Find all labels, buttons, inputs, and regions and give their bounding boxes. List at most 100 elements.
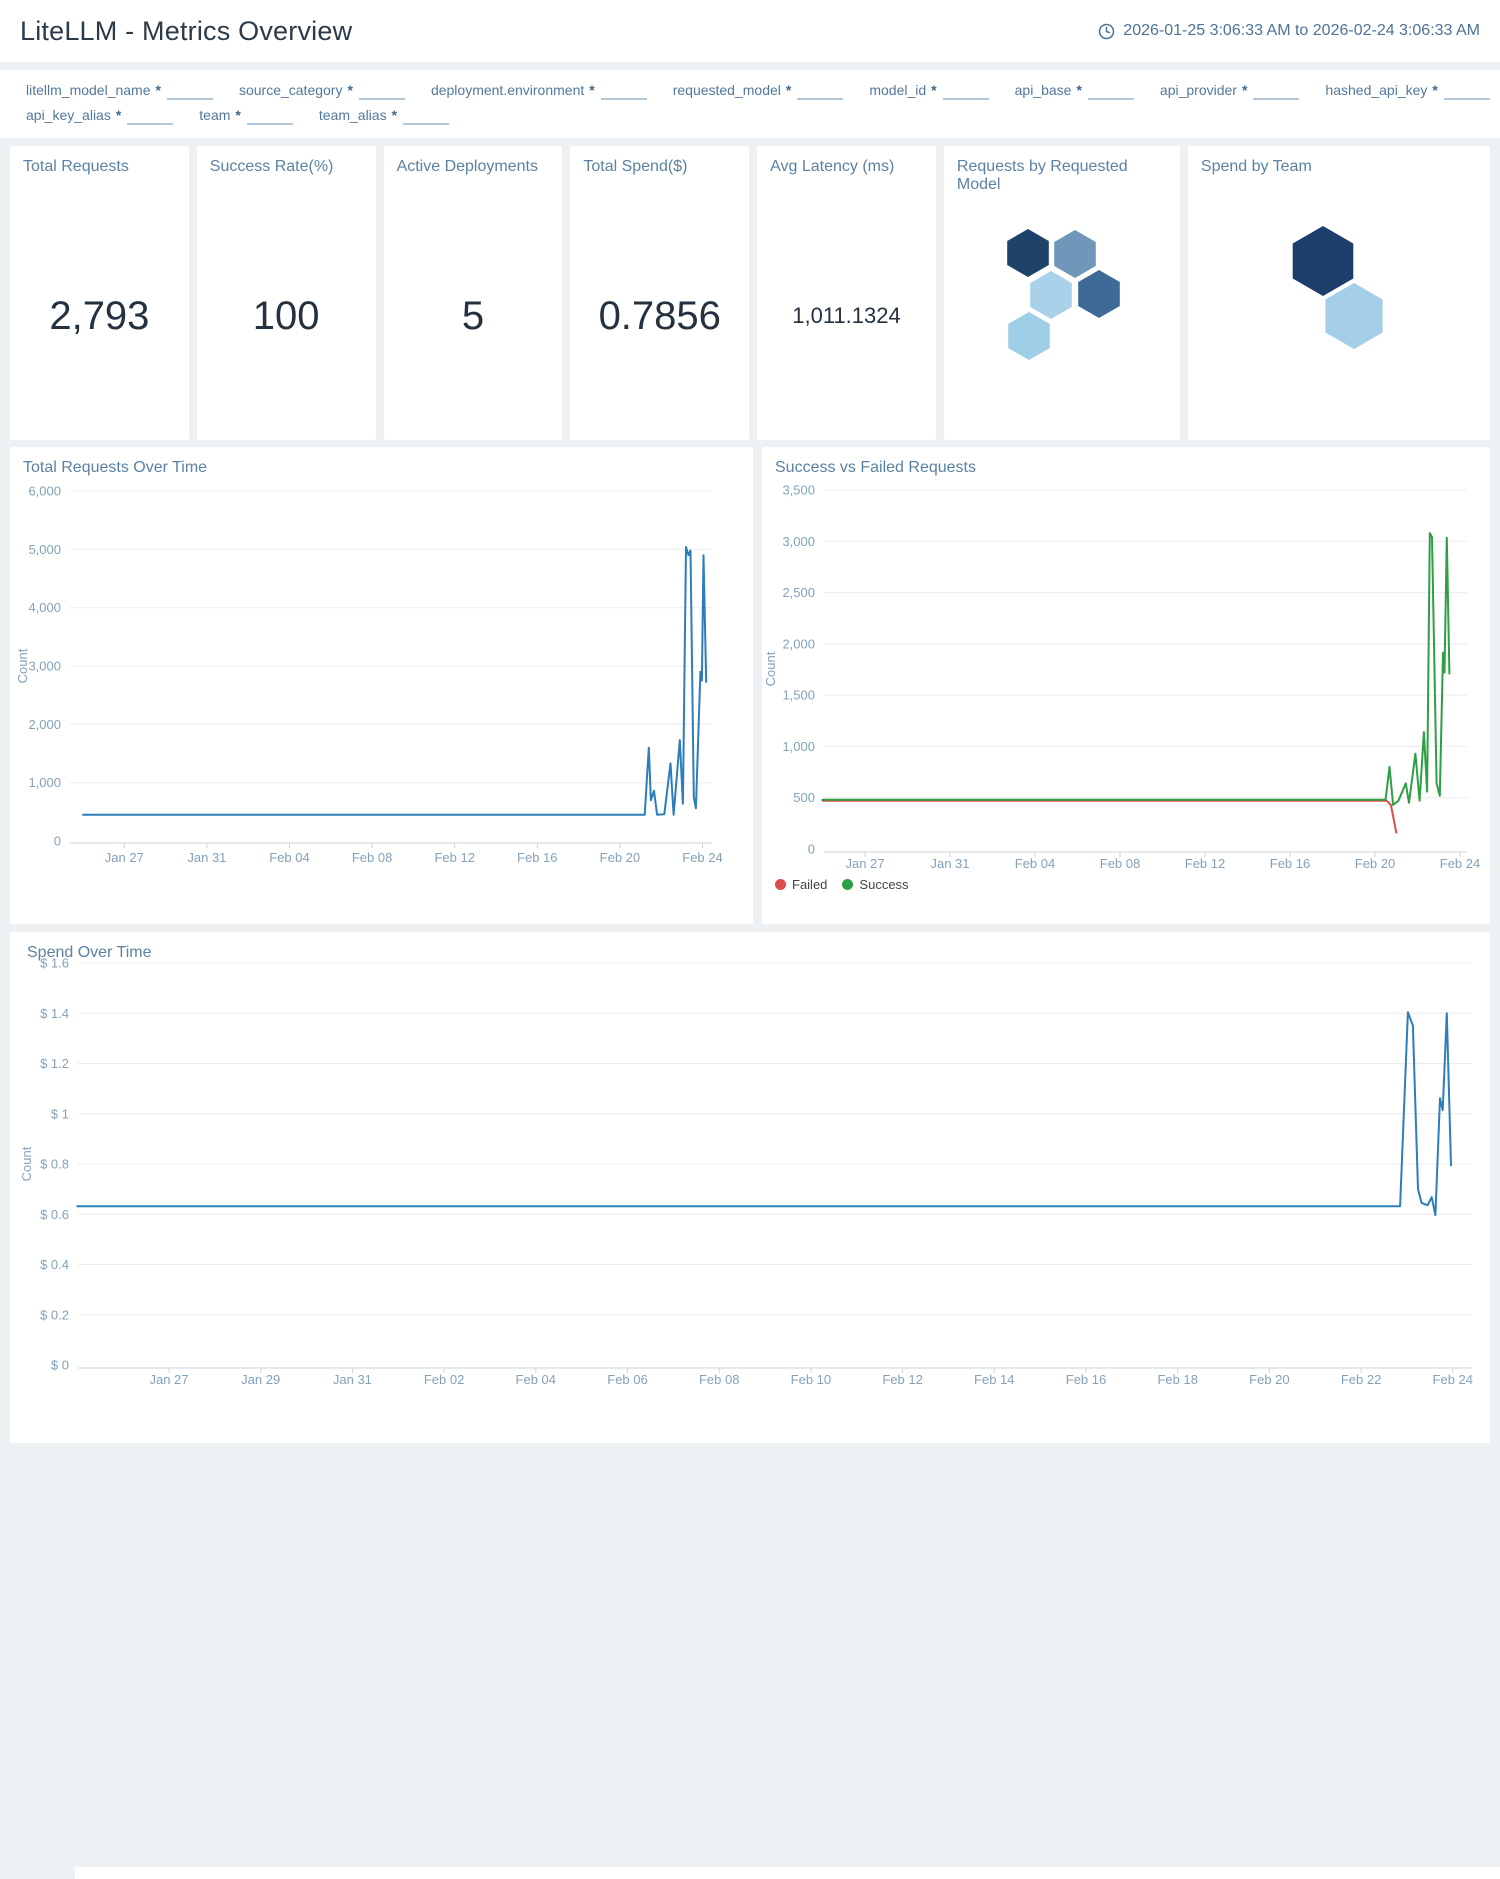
line-chart-total-requests: 0 1,000 2,000 3,000 4,000 5,000 6,000 Jan 27 Jan… <box>15 484 723 866</box>
kpi-value-total-spend: 0.7856 <box>598 293 721 338</box>
legend-label: Success <box>859 877 909 892</box>
chart-title: Total Requests Over Time <box>23 459 208 476</box>
panel-spend-over-time: Spend Over Time $ 0 $ 0.2 $ 0.4 $ 0.6 $ 0.8 $… <box>10 932 1490 1443</box>
filter-field-team_alias[interactable]: team_alias * <box>318 107 450 125</box>
filter-input[interactable] <box>797 90 844 100</box>
y-axis-title: Count <box>15 648 30 683</box>
panel-title: Spend by Team <box>1200 158 1312 175</box>
y-tick-label: 0 <box>54 834 61 849</box>
kpi-card-success-rate: Success Rate(%) 100 <box>196 146 376 440</box>
kpi-card-active-deployments: Active Deployments 5 <box>383 146 563 440</box>
x-tick-label: Feb 18 <box>1157 1372 1197 1387</box>
x-tick-label: Feb 10 <box>791 1372 831 1387</box>
filter-label: deployment.environment <box>430 82 585 98</box>
y-axis-title: Count <box>19 1146 34 1181</box>
filter-input[interactable] <box>127 115 174 125</box>
clock-icon <box>1099 23 1115 39</box>
y-axis-title: Count <box>763 651 778 686</box>
y-tick-label: 5,000 <box>28 542 61 557</box>
kpi-value-active-deployments: 5 <box>461 293 485 338</box>
filter-input[interactable] <box>358 90 405 100</box>
y-tick-label: $ 1.2 <box>40 1056 69 1071</box>
x-tick-label: Feb 20 <box>1249 1372 1289 1387</box>
legend-item-failed[interactable]: Failed <box>775 877 827 892</box>
filter-field-api_provider[interactable]: api_provider * <box>1160 82 1300 100</box>
filter-label: team_alias <box>318 107 387 123</box>
y-tick-label: 4,000 <box>28 600 61 615</box>
required-marker: * <box>235 107 241 123</box>
y-tick-label: 3,500 <box>782 483 815 498</box>
x-tick-label: Jan 31 <box>187 850 226 865</box>
filter-label: team <box>199 107 231 123</box>
y-tick-label: 2,000 <box>28 717 61 732</box>
time-range-label: 2026-01-25 3:06:33 AM to 2026-02-24 3:06… <box>1123 22 1480 39</box>
filter-label: api_key_alias <box>26 107 111 123</box>
kpi-value-success-rate: 100 <box>252 293 320 338</box>
x-tick-label: Feb 24 <box>682 850 722 865</box>
kpi-card-total-requests: Total Requests 2,793 <box>10 146 189 440</box>
x-tick-label: Feb 08 <box>352 850 392 865</box>
x-tick-label: Feb 16 <box>1270 856 1310 871</box>
series-line-failed <box>821 799 1398 834</box>
time-range-control[interactable]: 2026-01-25 3:06:33 AM to 2026-02-24 3:06… <box>1098 22 1480 40</box>
hexbin-cell <box>1078 270 1120 318</box>
kpi-title: Success Rate(%) <box>209 158 334 175</box>
filter-input[interactable] <box>403 115 450 125</box>
filter-field-requested_model[interactable]: requested_model * <box>673 82 844 100</box>
filter-field-api_key_alias[interactable]: api_key_alias * <box>26 107 174 125</box>
y-tick-label: $ 0.4 <box>40 1257 69 1272</box>
filter-label: source_category <box>238 82 343 98</box>
y-tick-label: $ 1.6 <box>40 956 69 971</box>
y-tick-label: $ 1 <box>51 1106 69 1121</box>
x-tick-label: Feb 16 <box>517 850 557 865</box>
x-tick-label: Jan 29 <box>241 1372 280 1387</box>
filter-label: api_base <box>1014 82 1072 98</box>
y-tick-label: 2,000 <box>782 636 815 651</box>
panel-success-vs-failed: Success vs Failed Requests 0 500 1,000 1,50… <box>762 447 1490 924</box>
filter-field-hashed_api_key[interactable]: hashed_api_key * <box>1325 82 1490 100</box>
filter-field-api_base[interactable]: api_base * <box>1014 82 1134 100</box>
filter-field-model_id[interactable]: model_id * <box>869 82 989 100</box>
y-tick-label: $ 1.4 <box>40 1006 69 1021</box>
line-chart-spend-over-time: $ 0 $ 0.2 $ 0.4 $ 0.6 $ 0.8 $ 1 $ 1.2 $ 1.4 $ 1.… <box>19 956 1473 1388</box>
required-marker: * <box>785 82 792 98</box>
required-marker: * <box>347 82 353 98</box>
filter-input[interactable] <box>166 90 213 100</box>
charts-row: Total Requests Over Time 0 1,000 2,000 3,00… <box>10 447 1490 924</box>
legend-item-success[interactable]: Success <box>842 877 909 892</box>
y-tick-label: $ 0 <box>51 1358 69 1373</box>
y-tick-label: 500 <box>793 790 815 805</box>
x-tick-label: Feb 04 <box>269 850 309 865</box>
kpi-value-total-requests: 2,793 <box>49 293 150 338</box>
kpi-value-avg-latency: 1,011.1324 <box>792 303 901 328</box>
app-header: LiteLLM - Metrics Overview 2026-01-25 3:… <box>0 0 1500 62</box>
filter-input[interactable] <box>246 115 293 125</box>
hexbin-cell <box>1030 271 1072 319</box>
filter-field-team[interactable]: team * <box>199 107 293 125</box>
filter-input[interactable] <box>942 90 989 100</box>
hexbin-chart-requested-model <box>1007 229 1120 360</box>
x-tick-label: Jan 27 <box>149 1372 188 1387</box>
hexbin-cell <box>1292 226 1354 296</box>
filter-input[interactable] <box>1087 90 1134 100</box>
filter-field-source_category[interactable]: source_category * <box>238 82 405 100</box>
y-tick-label: 2,500 <box>782 585 815 600</box>
x-tick-label: Feb 14 <box>974 1372 1014 1387</box>
x-tick-label: Feb 24 <box>1440 856 1480 871</box>
x-tick-label: Feb 02 <box>424 1372 464 1387</box>
filter-field-litellm_model_name[interactable]: litellm_model_name * <box>26 82 213 100</box>
panel-title: Requests by Requested Model <box>956 158 1128 193</box>
kpi-row: Total Requests 2,793 Success Rate(%) 100… <box>10 146 1491 440</box>
chart-title: Spend Over Time <box>27 944 152 961</box>
filter-input[interactable] <box>1443 90 1490 100</box>
filter-field-deployment.environment[interactable]: deployment.environment * <box>430 82 647 100</box>
required-marker: * <box>391 107 398 123</box>
hexbin-cell <box>1007 229 1049 277</box>
hexbin-cell <box>1054 230 1096 278</box>
hexbin-cell <box>1008 312 1050 360</box>
x-tick-label: Jan 31 <box>930 856 969 871</box>
required-marker: * <box>155 82 161 98</box>
filter-input[interactable] <box>1253 90 1300 100</box>
required-marker: * <box>1076 82 1082 98</box>
filter-input[interactable] <box>600 90 647 100</box>
